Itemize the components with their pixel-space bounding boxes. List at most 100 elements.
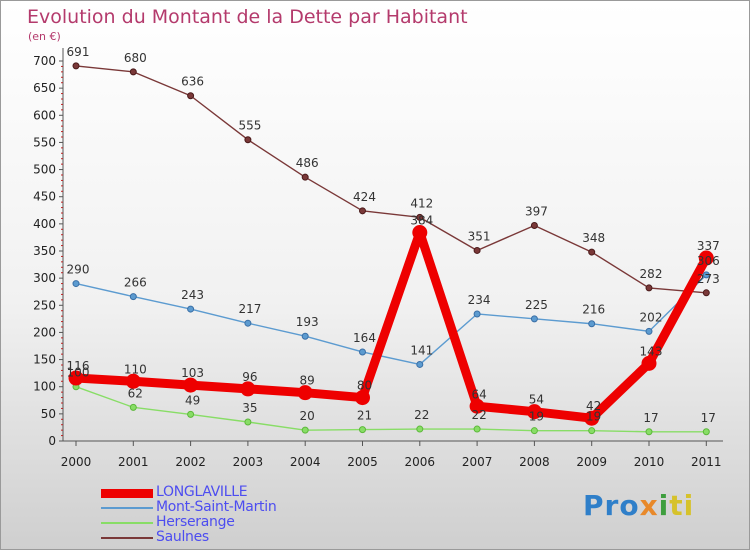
data-label: 19 <box>529 410 544 424</box>
data-label: 17 <box>643 411 658 425</box>
data-label: 17 <box>701 411 716 425</box>
data-point <box>645 327 653 335</box>
data-point <box>702 289 710 297</box>
y-tick-label: 400 <box>33 217 56 231</box>
y-tick-label: 500 <box>33 163 56 177</box>
x-tick-label: 2005 <box>347 455 378 469</box>
y-tick-label: 150 <box>33 353 56 367</box>
data-point <box>187 92 195 100</box>
data-label: 54 <box>529 393 544 407</box>
logo-part: ti <box>669 489 695 522</box>
proxiti-logo: Proxiti <box>583 489 694 522</box>
data-point <box>469 398 485 414</box>
data-point <box>698 250 714 266</box>
data-point <box>473 246 481 254</box>
data-point <box>129 68 137 76</box>
y-tick-label: 550 <box>33 135 56 149</box>
series-line <box>75 274 707 366</box>
data-label: 282 <box>640 267 663 281</box>
data-point <box>359 348 366 356</box>
x-tick-label: 2001 <box>118 455 149 469</box>
data-label: 680 <box>124 51 147 65</box>
data-point <box>240 381 256 397</box>
data-label: 243 <box>181 288 204 302</box>
data-label: 100 <box>67 366 90 380</box>
data-label: 412 <box>410 196 433 210</box>
data-label: 225 <box>525 298 548 312</box>
data-point <box>702 428 710 436</box>
data-label: 636 <box>181 75 204 89</box>
data-point <box>301 173 309 181</box>
data-point <box>301 426 309 434</box>
data-label: 348 <box>582 231 605 245</box>
data-point <box>588 248 596 256</box>
data-point <box>530 427 538 435</box>
data-point <box>244 136 252 144</box>
data-label: 89 <box>300 374 315 388</box>
data-point <box>416 425 424 433</box>
series-line <box>71 228 711 423</box>
x-tick-label: 2008 <box>519 455 550 469</box>
logo-part: i <box>658 489 670 522</box>
data-label: 164 <box>353 331 376 345</box>
x-tick-label: 2000 <box>61 455 92 469</box>
unit-label: (en €) <box>28 30 61 43</box>
y-tick-label: 50 <box>41 407 56 421</box>
data-label: 96 <box>242 370 257 384</box>
x-tick-label: 2003 <box>233 455 264 469</box>
legend-label: LONGLAVILLE <box>156 484 248 500</box>
legend-item: Herserange <box>101 514 361 530</box>
x-tick-label: 2004 <box>290 455 321 469</box>
series-line <box>75 386 707 433</box>
data-point <box>416 360 424 368</box>
data-label: 193 <box>296 315 319 329</box>
legend-item: LONGLAVILLE <box>101 484 361 500</box>
data-label: 62 <box>128 386 143 400</box>
logo-part: Pro <box>583 489 640 522</box>
data-label: 143 <box>640 344 663 358</box>
data-label: 266 <box>124 276 147 290</box>
data-point <box>301 332 309 340</box>
y-tick-label: 700 <box>33 54 56 68</box>
data-label: 486 <box>296 156 319 170</box>
data-label: 290 <box>67 263 90 277</box>
data-label: 202 <box>640 310 663 324</box>
data-point <box>72 280 80 288</box>
data-point <box>68 370 84 386</box>
x-tick-label: 2009 <box>576 455 607 469</box>
data-point <box>526 404 542 420</box>
data-label: 555 <box>238 119 261 133</box>
legend-swatch <box>101 488 153 498</box>
data-label: 306 <box>697 254 720 268</box>
data-point <box>584 410 600 426</box>
data-point <box>645 428 653 436</box>
y-tick-label: 0 <box>48 434 56 448</box>
chart-title: Evolution du Montant de la Dette par Hab… <box>27 6 468 28</box>
data-label: 80 <box>357 379 372 393</box>
data-point <box>641 355 657 371</box>
series-line <box>75 65 707 294</box>
data-point <box>588 427 596 435</box>
y-tick-label: 450 <box>33 190 56 204</box>
legend-swatch <box>101 537 153 539</box>
data-point <box>416 213 424 221</box>
legend-label: Herserange <box>156 514 235 530</box>
data-label: 35 <box>242 401 257 415</box>
data-label: 116 <box>67 359 90 373</box>
legend: LONGLAVILLE Mont-Saint-Martin Herserange Sa… <box>101 484 361 545</box>
data-label: 691 <box>67 45 90 59</box>
data-point <box>359 426 366 434</box>
data-label: 49 <box>185 393 200 407</box>
data-point <box>129 403 137 411</box>
data-point <box>244 319 252 327</box>
data-point <box>129 293 137 301</box>
data-label: 234 <box>468 293 491 307</box>
data-label: 397 <box>525 204 548 218</box>
data-label: 19 <box>586 410 601 424</box>
data-point <box>183 377 199 393</box>
data-label: 21 <box>357 409 372 423</box>
data-label: 273 <box>697 272 720 286</box>
data-point <box>530 221 538 229</box>
